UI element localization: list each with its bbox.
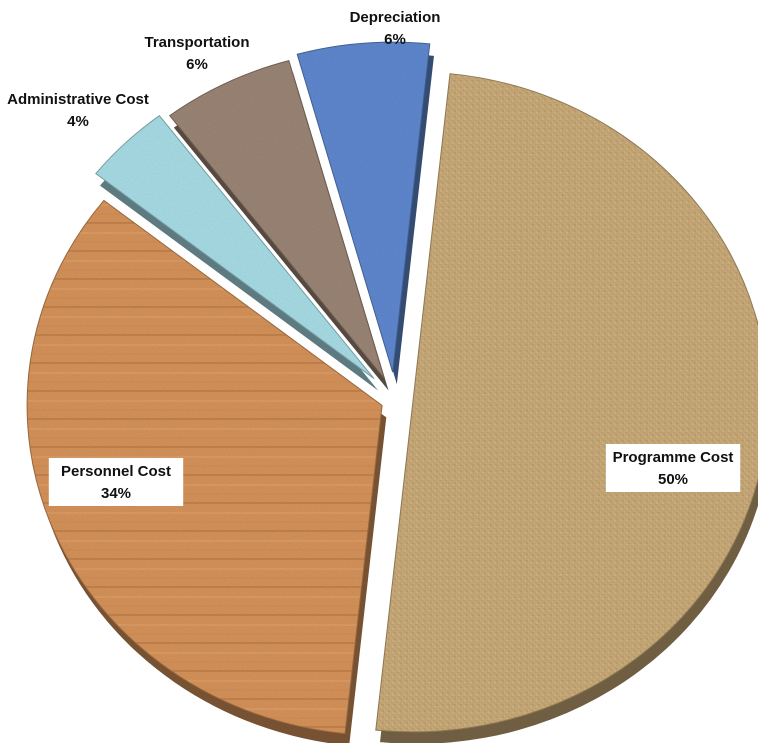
slice-texture <box>27 200 383 734</box>
data-label-name: Transportation <box>144 34 249 51</box>
data-label-value: 6% <box>186 56 208 73</box>
slice-edge <box>168 60 385 379</box>
pie-slice-depreciation <box>296 41 434 385</box>
data-label-administrative-cost: Administrative Cost 4% <box>7 91 149 130</box>
slice-texture <box>375 73 758 732</box>
slice-edge <box>95 115 375 379</box>
data-label-programme-cost: Programme Cost 50% <box>605 444 741 492</box>
slice-edge <box>296 41 431 373</box>
data-label-name: Administrative Cost <box>7 91 149 108</box>
pie-slice-transportation <box>168 60 389 391</box>
data-label-personnel-cost: Personnel Cost 34% <box>48 458 184 506</box>
data-label-box <box>48 458 184 506</box>
slice-face <box>95 115 375 379</box>
data-label-box <box>605 444 741 492</box>
data-label-value: 34% <box>101 485 131 502</box>
slices-layer <box>26 41 758 743</box>
data-label-depreciation: Depreciation 6% <box>350 9 441 48</box>
pie-slice-programme-cost <box>375 73 758 743</box>
pie-slice-administrative-cost <box>95 115 379 391</box>
slice-edge <box>375 73 758 733</box>
data-label-value: 4% <box>67 113 89 130</box>
pie-slice-personnel-cost <box>26 199 387 743</box>
data-label-name: Personnel Cost <box>61 463 171 480</box>
data-label-transportation: Transportation 6% <box>144 34 249 73</box>
slice-face <box>169 60 385 379</box>
labels-layer: Programme Cost 50% Personnel Cost 34% Admini… <box>7 9 741 506</box>
data-label-value: 6% <box>384 31 406 48</box>
slice-face <box>297 42 430 373</box>
data-label-value: 50% <box>658 471 688 488</box>
slice-edge <box>26 199 383 735</box>
data-label-name: Depreciation <box>350 9 441 26</box>
data-label-name: Programme Cost <box>613 449 734 466</box>
